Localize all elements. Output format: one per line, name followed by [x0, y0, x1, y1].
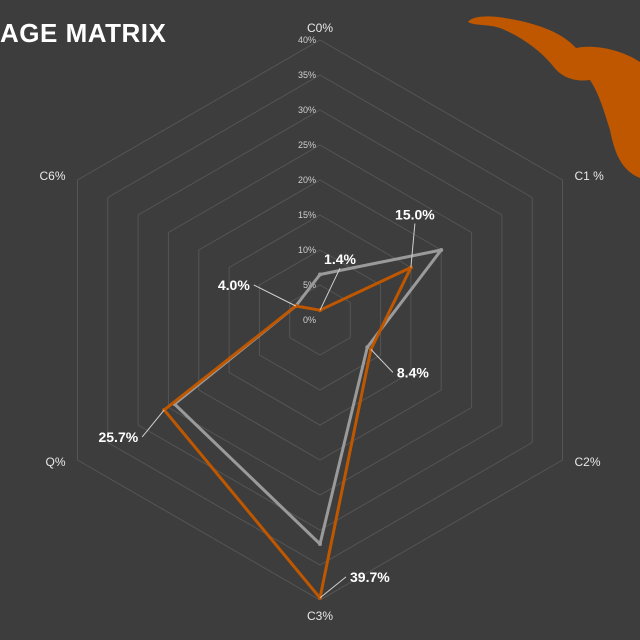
data-point	[365, 345, 370, 350]
tick-label: 0%	[303, 315, 316, 325]
radar-series	[162, 248, 444, 600]
leader-line	[410, 223, 416, 268]
axis-label: C6%	[39, 169, 65, 183]
data-label: 4.0%	[218, 277, 250, 293]
leader-line	[319, 576, 347, 599]
leader-line	[319, 267, 341, 311]
tick-label: 15%	[298, 210, 316, 220]
chart-title: AGE MATRIX	[0, 18, 167, 48]
tick-label: 40%	[298, 35, 316, 45]
leader-line	[253, 284, 297, 307]
data-point	[318, 272, 322, 277]
grid-ring	[77, 39, 563, 601]
leader-line	[141, 409, 165, 438]
axis-label: C3%	[307, 609, 333, 623]
grid-ring	[167, 144, 473, 496]
axis-labels: C0% C1 % C2% C3% Q% C6%	[39, 21, 604, 623]
grid-ring	[107, 74, 533, 566]
tick-label: 30%	[298, 105, 316, 115]
grid-ring	[289, 284, 351, 356]
data-label: 39.7%	[350, 569, 390, 585]
grid-ring	[258, 249, 382, 391]
data-label: 8.4%	[397, 364, 429, 380]
tick-label: 20%	[298, 175, 316, 185]
axis-label: Q%	[45, 455, 65, 469]
data-label: 1.4%	[324, 251, 356, 267]
tick-label: 35%	[298, 70, 316, 80]
data-label: 15.0%	[395, 207, 435, 223]
tick-label: 25%	[298, 140, 316, 150]
grid-ring	[137, 109, 503, 531]
series-line-1	[173, 248, 443, 546]
axis-label: C0%	[307, 21, 333, 35]
data-point	[318, 542, 322, 546]
tick-label: 10%	[298, 245, 316, 255]
longhorn-icon	[468, 16, 640, 178]
data-label: 25.7%	[98, 429, 138, 445]
axis-label: C2%	[574, 455, 600, 469]
axis-label: C1 %	[574, 169, 604, 183]
leader-line	[370, 349, 394, 373]
series-line-2	[162, 266, 413, 600]
radial-tick-labels: 0% 5% 10% 15% 20% 25% 30% 35% 40%	[298, 35, 316, 325]
radar-grid	[77, 39, 563, 601]
data-point	[439, 248, 444, 252]
data-labels: 1.4% 15.0% 8.4% 39.7% 25.7% 4.0%	[98, 207, 435, 599]
tick-label: 5%	[303, 280, 316, 290]
